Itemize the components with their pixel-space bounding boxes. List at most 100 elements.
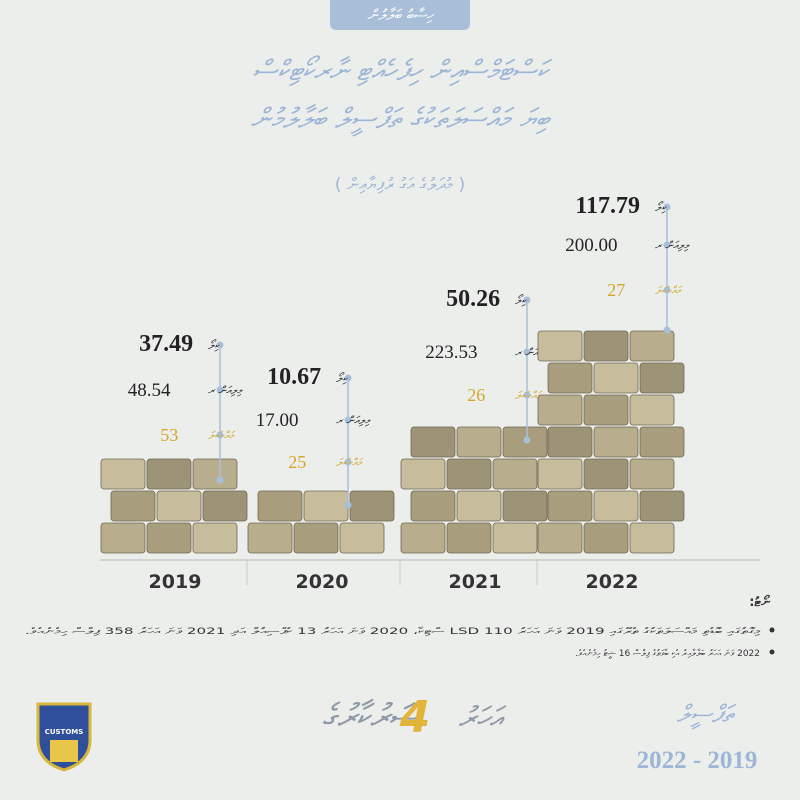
- period: 2022 - 2019: [637, 747, 758, 774]
- year-label: 2022: [586, 571, 639, 593]
- package: [629, 458, 675, 490]
- package: [583, 394, 629, 426]
- unit: މިލިއަން ރ: [655, 239, 690, 252]
- package: [156, 490, 202, 522]
- year-label: 2019: [149, 571, 202, 593]
- package: [100, 522, 146, 554]
- logo: CUSTOMS: [36, 702, 92, 772]
- package: [547, 362, 593, 394]
- package: [456, 490, 502, 522]
- connector-dot: [344, 501, 352, 509]
- unit: މިލިއަން ރ: [208, 384, 243, 397]
- connector-dot: [523, 296, 531, 304]
- note: މިގޮތުގައި ބޮޑެތި މައްސަލަތަކުގެ ތެރޭގައ…: [25, 627, 761, 637]
- package: [537, 330, 583, 362]
- package: [410, 426, 456, 458]
- connector-dot: [663, 326, 671, 334]
- package: [537, 458, 583, 490]
- package: [537, 522, 583, 554]
- package: [639, 362, 685, 394]
- slogan: ސަރުކާރުގެ: [322, 697, 422, 737]
- package: [146, 522, 192, 554]
- note: 2022 ވަނަ އަހަރު ބަލާލާއިރު އެކި ބާވަތުގ…: [575, 649, 760, 659]
- value: 53: [160, 425, 178, 445]
- connector-dot: [523, 436, 531, 444]
- package: [583, 330, 629, 362]
- connector-dot: [344, 374, 352, 382]
- connector-dot: [523, 348, 531, 356]
- year-label: 2021: [449, 571, 502, 593]
- unit: މައްސަލަ: [655, 284, 683, 297]
- package: [629, 330, 675, 362]
- package: [593, 362, 639, 394]
- section-label: ތަފްސީލް: [677, 700, 737, 730]
- tag-box: [330, 0, 470, 30]
- package: [400, 458, 446, 490]
- package: [593, 490, 639, 522]
- package: [639, 426, 685, 458]
- connector-dot: [663, 241, 671, 249]
- package: [629, 522, 675, 554]
- package: [583, 522, 629, 554]
- year-label: 2020: [296, 571, 349, 593]
- tag: ހިސާބު ބަލާލުން: [367, 6, 435, 24]
- connector-dot: [663, 203, 671, 211]
- package: [349, 490, 395, 522]
- connector-dot: [216, 431, 224, 439]
- value: 25: [288, 452, 306, 472]
- bullet: [769, 627, 775, 633]
- unit: ކިލޯ: [655, 201, 667, 214]
- package: [192, 522, 238, 554]
- package: [502, 490, 548, 522]
- package: [446, 458, 492, 490]
- package: [583, 458, 629, 490]
- package: [110, 490, 156, 522]
- package: [593, 426, 639, 458]
- package: [537, 394, 583, 426]
- value: 50.26: [446, 286, 500, 312]
- subtitle: ( މުދަލުގެ އަގު ރުފިޔާއިން ): [335, 175, 465, 195]
- package: [247, 522, 293, 554]
- unit: ކިލޯ: [336, 372, 348, 385]
- value: 37.49: [139, 331, 193, 357]
- title-line: ބިޔަ މައްސަލަތަކުގެ ތަފްސީލް ބަލާލުމުން: [251, 102, 552, 137]
- value: 48.54: [128, 380, 171, 401]
- value: 26: [467, 385, 485, 405]
- package: [400, 522, 446, 554]
- unit: މިލިއަން ރ: [336, 414, 371, 427]
- package: [100, 458, 146, 490]
- package: [303, 490, 349, 522]
- connector-dot: [216, 341, 224, 349]
- bullet: [769, 649, 775, 655]
- package: [257, 490, 303, 522]
- package: [492, 458, 538, 490]
- unit: މައްސަލަ: [208, 429, 236, 442]
- package: [146, 458, 192, 490]
- package: [410, 490, 456, 522]
- unit: ކިލޯ: [515, 294, 527, 307]
- value: 10.67: [267, 364, 321, 390]
- notes-heading: ނޯޓު:: [749, 593, 771, 610]
- connector-dot: [344, 416, 352, 424]
- package: [293, 522, 339, 554]
- package: [547, 490, 593, 522]
- value: 223.53: [425, 342, 477, 363]
- connector-dot: [344, 458, 352, 466]
- value: 17.00: [256, 410, 299, 431]
- package: [446, 522, 492, 554]
- connector-dot: [216, 386, 224, 394]
- unit: ކިލޯ: [208, 339, 220, 352]
- title-line: ކަސްޓަމްސްއިން ހިފެހެއްޓި ނާރކޯޓިކްސް: [252, 54, 552, 87]
- package: [202, 490, 248, 522]
- package: [456, 426, 502, 458]
- connector-dot: [663, 286, 671, 294]
- value: 27: [607, 280, 625, 300]
- slogan: އަހަރު: [458, 701, 506, 736]
- package: [639, 490, 685, 522]
- package: [547, 426, 593, 458]
- connector-dot: [216, 476, 224, 484]
- value: 200.00: [565, 235, 617, 256]
- package: [629, 394, 675, 426]
- unit: މައްސަލަ: [515, 389, 543, 402]
